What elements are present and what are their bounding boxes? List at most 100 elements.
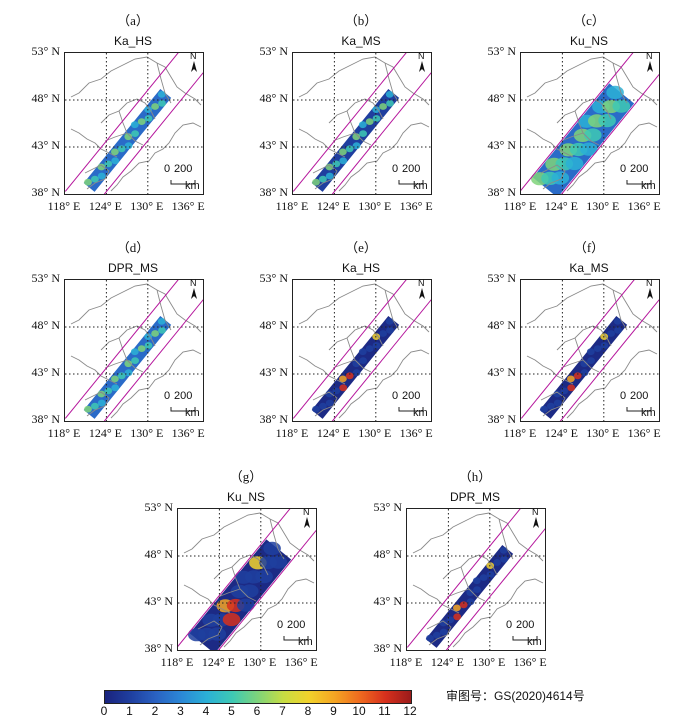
precip-cell [587, 357, 595, 364]
precip-cell [560, 387, 569, 395]
precip-cell [222, 612, 241, 627]
latitude-label: 48° N [31, 318, 60, 332]
panel-title: Ka_HS [341, 261, 381, 275]
map-frame [292, 279, 432, 422]
longitude-label: 136° E [171, 199, 205, 213]
precip-cell [144, 115, 153, 122]
precip-cell [472, 577, 481, 585]
north-arrow-icon [304, 517, 310, 528]
precip-cell [439, 628, 448, 636]
precip-cell [130, 348, 139, 356]
orbit-track-edge [65, 280, 179, 419]
panel-title: Ka_MS [569, 261, 609, 275]
precip-cell [426, 634, 434, 642]
precip-cell [117, 145, 126, 153]
scale-bar [512, 636, 538, 641]
latitude-label: 43° N [259, 365, 288, 379]
precip-cell [584, 128, 602, 142]
panel-title: Ku_NS [569, 34, 609, 48]
precip-cell [97, 172, 106, 180]
scale-zero: 0 [620, 163, 627, 175]
orbit-track-edge [407, 509, 521, 648]
longitude-label: 118° E [389, 655, 423, 669]
orbit-track-edge [103, 299, 203, 421]
latitude-label: 53° N [259, 271, 288, 285]
scale-unit: km [641, 407, 656, 419]
latitude-label: 38° N [31, 185, 60, 199]
scale-bar [398, 407, 424, 412]
precip-cell [332, 160, 341, 168]
precip-cell [466, 589, 475, 597]
precip-cell [473, 586, 481, 593]
precip-cell [580, 360, 589, 368]
longitude-label: 124° E [201, 655, 235, 669]
orbit-track-edge [331, 299, 431, 421]
longitude-label: 118° E [160, 655, 194, 669]
colorbar-tick-label: 6 [253, 704, 261, 718]
precip-cell [479, 574, 488, 581]
colorbar-tick-label: 1 [126, 704, 133, 718]
precip-cell [124, 133, 133, 141]
longitude-label: 124° E [316, 426, 350, 440]
precip-cell [614, 327, 622, 334]
precip-cell [352, 360, 361, 368]
precip-cell [124, 369, 133, 377]
precip-cell [84, 405, 92, 413]
colorbar [104, 690, 412, 704]
map-canvas [407, 509, 545, 650]
scale-value: 200 [402, 163, 421, 175]
precip-cell [104, 160, 113, 168]
precip-cell [613, 318, 622, 325]
colorbar-tick-label: 5 [228, 704, 235, 718]
map-canvas [521, 280, 659, 421]
north-arrow-icon [647, 61, 653, 72]
longitude-label: 118° E [503, 426, 537, 440]
precip-cell [499, 547, 508, 554]
longitude-label: 124° E [88, 199, 122, 213]
colorbar-tick-label: 7 [279, 704, 286, 718]
colorbar-tick-label: 9 [330, 704, 337, 718]
precip-cell [157, 91, 166, 98]
precip-cell [339, 375, 347, 383]
precip-cell [567, 384, 576, 392]
scale-unit: km [185, 407, 200, 419]
latitude-label: 53° N [373, 500, 402, 514]
precip-cell [312, 405, 320, 413]
precip-cell [208, 627, 227, 641]
scale-zero: 0 [620, 390, 627, 402]
latitude-label: 53° N [31, 271, 60, 285]
precip-cell [104, 387, 113, 395]
precip-cell [459, 601, 468, 609]
north-label: N [190, 51, 197, 61]
panel-letter: （h） [458, 469, 492, 484]
precip-cell [379, 330, 387, 337]
map-canvas [521, 53, 659, 194]
scale-bar [626, 180, 652, 185]
scale-value: 200 [174, 390, 193, 402]
longitude-label: 118° E [275, 199, 309, 213]
precip-cell [358, 121, 367, 129]
precip-cell [565, 156, 584, 171]
precip-cell [111, 148, 119, 156]
precip-cell [131, 130, 139, 137]
panel-letter: （b） [344, 13, 378, 28]
north-label: N [418, 278, 425, 288]
province-boundaries [298, 283, 430, 419]
precip-cell [325, 399, 334, 407]
scale-value: 200 [174, 163, 193, 175]
colorbar-tick-label: 4 [202, 704, 210, 718]
scale-unit: km [527, 636, 542, 648]
colorbar-tick-label: 11 [378, 704, 391, 718]
latitude-label: 38° N [259, 185, 288, 199]
scale-zero: 0 [392, 390, 399, 402]
province-boundaries [412, 512, 544, 648]
colorbar-tick-label: 12 [403, 704, 417, 718]
scale-unit: km [641, 180, 656, 192]
panel-title: Ka_HS [113, 34, 153, 48]
longitude-label: 124° E [544, 426, 578, 440]
precip-cell [567, 375, 575, 383]
precip-cell [573, 372, 582, 380]
scale-value: 200 [516, 619, 535, 631]
scale-zero: 0 [506, 619, 513, 631]
orbit-track-edge [65, 53, 179, 192]
